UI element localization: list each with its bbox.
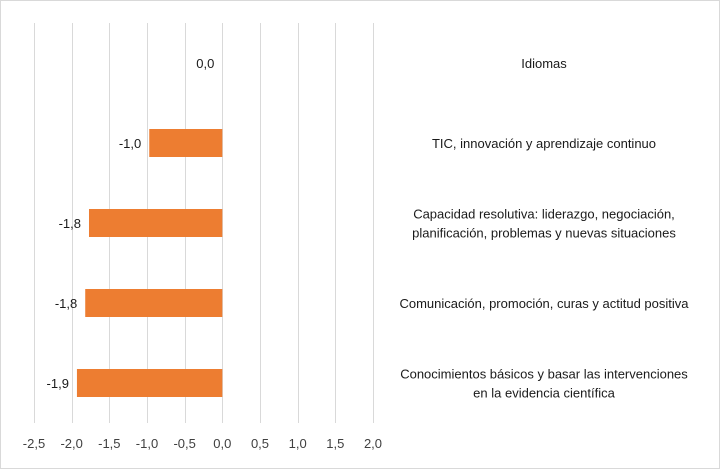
category-label: Idiomas [521, 56, 567, 71]
category-label-line: Idiomas [521, 56, 567, 71]
bars [76, 129, 223, 397]
category-labels: Idiomas TIC, innovación y aprendizaje con… [399, 56, 689, 401]
data-label: -1,8 [55, 296, 77, 311]
x-tick-label: -2,5 [23, 436, 45, 451]
category-label: Capacidad resolutiva: liderazgo, negocia… [412, 207, 676, 241]
x-tick-label: 1,0 [289, 436, 307, 451]
bar [149, 129, 223, 157]
category-label: TIC, innovación y aprendizaje continuo [432, 136, 656, 151]
category-label: Comunicación, promoción, curas y actitud… [399, 296, 689, 311]
category-label-line: TIC, innovación y aprendizaje continuo [432, 136, 656, 151]
x-tick-label: -1,0 [136, 436, 158, 451]
x-tick-label: -0,5 [173, 436, 195, 451]
x-tick-label: -2,0 [60, 436, 82, 451]
bar [88, 209, 223, 237]
data-label: -1,0 [119, 136, 141, 151]
category-label-line: Conocimientos básicos y basar las interv… [400, 367, 688, 382]
x-tick-label: 0,0 [213, 436, 231, 451]
category-label: Conocimientos básicos y basar las interv… [400, 367, 688, 401]
x-tick-label: 2,0 [364, 436, 382, 451]
data-label: -1,8 [59, 216, 81, 231]
category-label-line: Capacidad resolutiva: liderazgo, negocia… [413, 207, 675, 222]
data-label: 0,0 [196, 56, 214, 71]
x-tick-label: -1,5 [98, 436, 120, 451]
category-label-line: planificación, problemas y nuevas situac… [412, 226, 676, 241]
x-tick-label: 1,5 [326, 436, 344, 451]
x-axis-tick-labels: -2,5 -2,0 -1,5 -1,0 -0,5 0,0 0,5 1,0 1,5 2,0 [23, 436, 382, 451]
category-label-line: Comunicación, promoción, curas y actitud… [399, 296, 689, 311]
bar [76, 369, 223, 397]
category-label-line: en la evidencia científica [473, 386, 615, 401]
data-label: -1,9 [47, 376, 69, 391]
x-tick-label: 0,5 [251, 436, 269, 451]
bar [85, 289, 223, 317]
data-labels: 0,0 -1,0 -1,8 -1,8 -1,9 [47, 56, 215, 391]
